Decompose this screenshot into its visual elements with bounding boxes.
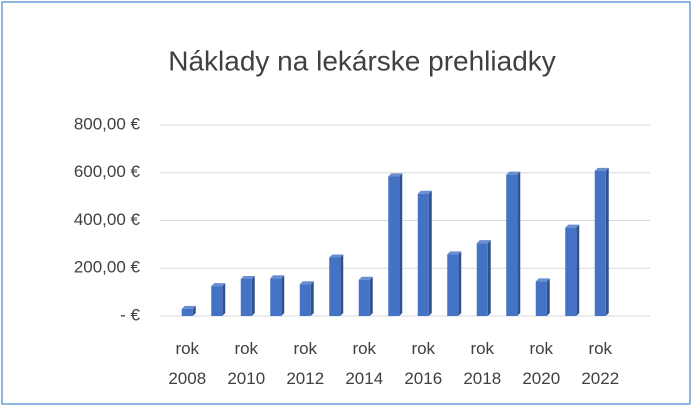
- bar: [358, 279, 370, 316]
- bar-side: [605, 167, 609, 316]
- bar-top: [506, 171, 521, 175]
- bar-top: [270, 275, 285, 279]
- bar-top: [299, 281, 314, 285]
- bar: [535, 281, 547, 316]
- bar: [447, 254, 459, 316]
- bar-side: [281, 275, 285, 316]
- chart-title: Náklady na lekárske prehliadky: [168, 45, 556, 76]
- bar-top: [417, 190, 432, 194]
- y-tick-label: 600,00 €: [74, 162, 141, 181]
- x-tick-label: rok 2020: [522, 339, 560, 388]
- bar-side: [192, 305, 196, 316]
- x-tick-label: rok 2016: [404, 339, 442, 388]
- x-tick-label: rok 2014: [345, 339, 383, 388]
- bar-side: [428, 190, 432, 316]
- bar-side: [222, 283, 226, 316]
- y-tick-label: 200,00 €: [74, 258, 141, 277]
- bar-top: [211, 283, 226, 287]
- bar-side: [340, 254, 344, 316]
- bar-top: [476, 240, 491, 244]
- bar-top: [240, 275, 255, 279]
- bar: [181, 308, 193, 316]
- bar-side: [369, 276, 373, 316]
- bar: [240, 278, 252, 316]
- x-tick-label: rok 2008: [168, 339, 206, 388]
- bar-side: [458, 251, 462, 316]
- x-tick-label: rok 2022: [581, 339, 619, 388]
- bar-top: [535, 278, 550, 282]
- bar-top: [358, 276, 373, 280]
- bar: [594, 170, 606, 316]
- x-tick-label: rok 2018: [463, 339, 501, 388]
- x-tick-label: rok 2012: [286, 339, 324, 388]
- bar: [388, 176, 400, 316]
- bar-side: [517, 171, 521, 316]
- bar: [211, 286, 223, 316]
- bar-top: [565, 224, 580, 228]
- bar-side: [399, 173, 403, 316]
- bar-side: [487, 240, 491, 316]
- bar: [299, 284, 311, 316]
- x-tick-label: rok 2010: [227, 339, 265, 388]
- bar: [329, 257, 341, 316]
- bar-side: [310, 281, 314, 316]
- y-tick-label: 800,00 €: [74, 114, 141, 133]
- bar-top: [181, 305, 196, 309]
- bar-top: [447, 251, 462, 255]
- bar-side: [546, 278, 550, 316]
- bar-top: [388, 173, 403, 177]
- bar-top: [594, 167, 609, 171]
- bar: [506, 174, 518, 316]
- y-tick-label: 400,00 €: [74, 210, 141, 229]
- bar: [476, 243, 488, 316]
- bar: [565, 227, 577, 316]
- bar-top: [329, 254, 344, 258]
- bar-side: [251, 275, 255, 316]
- y-tick-label: - €: [120, 305, 140, 324]
- bar-side: [576, 224, 580, 316]
- bar: [270, 278, 282, 316]
- bar: [417, 193, 429, 316]
